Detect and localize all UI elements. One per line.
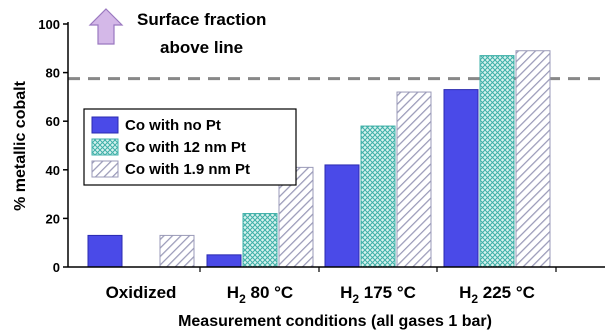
x-tick-label: H2 175 °C [340, 283, 416, 306]
y-tick-label: 80 [46, 66, 60, 81]
legend-box [83, 108, 297, 186]
legend-swatch [91, 160, 119, 178]
bar [159, 234, 195, 268]
bar [206, 254, 242, 268]
x-tick-label: H2 80 °C [227, 283, 293, 306]
y-tick-label: 60 [46, 114, 60, 129]
bar [324, 164, 360, 268]
legend-label: Co with no Pt [125, 117, 221, 134]
bar [87, 234, 123, 268]
bar [515, 50, 551, 268]
y-tick-label: 20 [46, 211, 60, 226]
x-tick-label: Oxidized [106, 283, 177, 302]
annotation: Surface fraction above line [88, 8, 266, 57]
bar [396, 91, 432, 268]
legend-swatch [91, 116, 119, 134]
bar [479, 55, 515, 268]
bar [360, 125, 396, 268]
x-axis-label: Measurement conditions (all gases 1 bar) [178, 313, 492, 330]
y-tick-label: 0 [53, 260, 60, 275]
y-tick-label: 40 [46, 163, 60, 178]
up-arrow-icon [88, 8, 124, 45]
y-axis-label: % metallic cobalt [12, 80, 29, 210]
legend: Co with no Pt Co with 12 nm Pt Co with 1.9… [83, 108, 297, 186]
bar [242, 213, 278, 268]
annotation-line: above line [160, 38, 243, 57]
legend-label: Co with 1.9 nm Pt [125, 161, 250, 178]
bar [443, 89, 479, 268]
x-tick-label: H2 225 °C [459, 283, 535, 306]
legend-swatch [91, 138, 119, 156]
y-tick-label: 100 [38, 17, 60, 32]
annotation-line: Surface fraction [137, 10, 266, 29]
legend-label: Co with 12 nm Pt [125, 139, 246, 156]
